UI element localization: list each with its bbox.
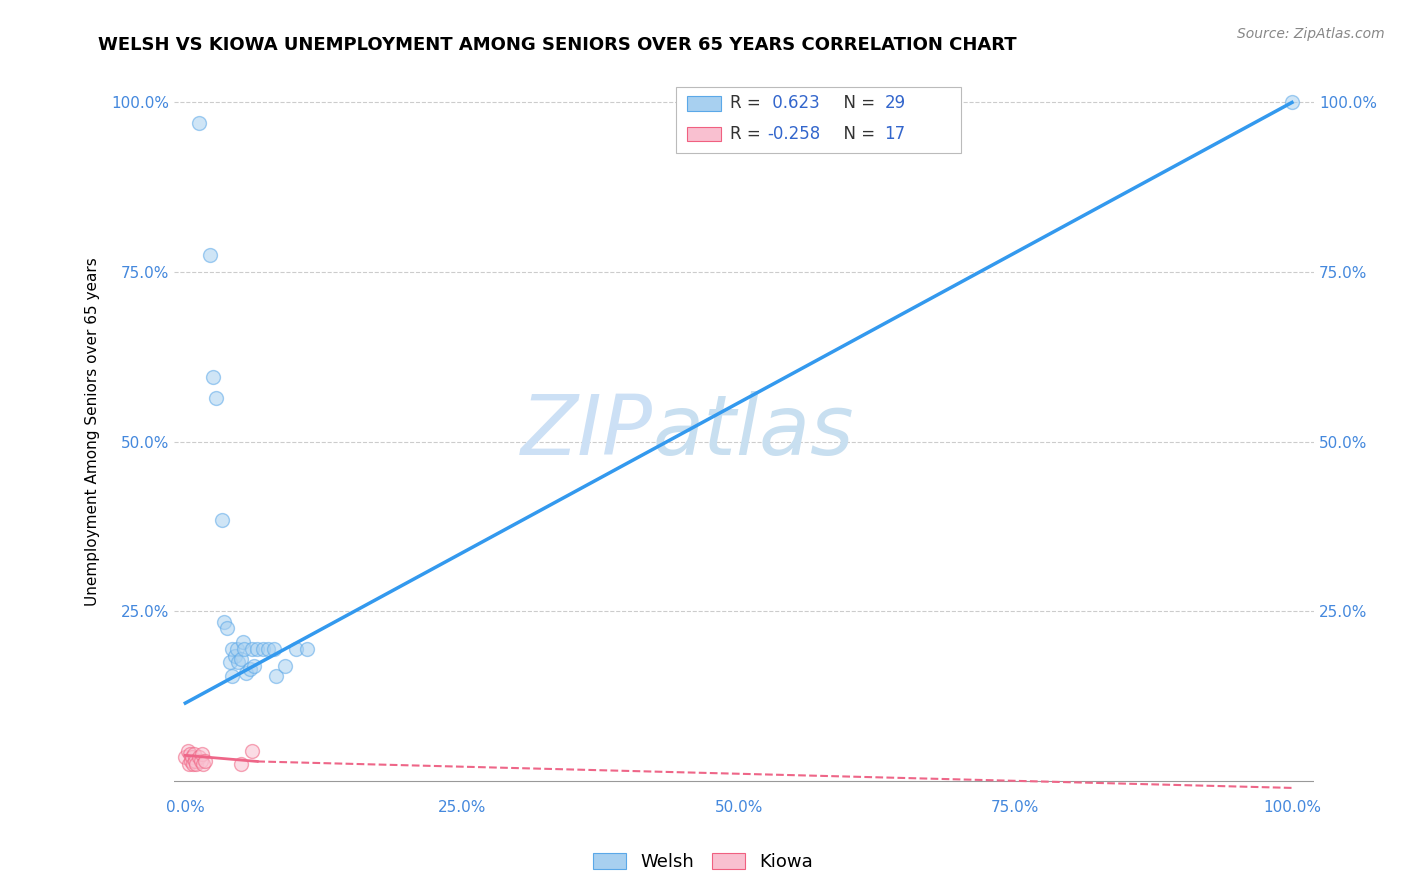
Point <box>198 248 221 262</box>
Point <box>228 656 250 670</box>
Point <box>240 743 263 757</box>
Point <box>194 754 217 768</box>
Text: Source: ZipAtlas.com: Source: ZipAtlas.com <box>1237 27 1385 41</box>
Point <box>205 391 228 405</box>
Point <box>180 754 202 768</box>
Point <box>190 754 212 768</box>
Point <box>174 750 197 764</box>
Text: N =: N = <box>834 125 880 143</box>
Point <box>191 757 214 772</box>
Point <box>218 656 240 670</box>
Point <box>187 750 209 764</box>
Text: R =: R = <box>731 95 766 112</box>
FancyBboxPatch shape <box>676 87 960 153</box>
Point <box>1281 95 1303 110</box>
Point <box>187 116 209 130</box>
Point <box>295 641 318 656</box>
Text: -0.258: -0.258 <box>766 125 820 143</box>
Point <box>224 648 246 663</box>
Text: atlas: atlas <box>652 391 855 472</box>
Text: 0.623: 0.623 <box>766 95 820 112</box>
Text: ZIP: ZIP <box>522 391 652 472</box>
Point <box>235 665 257 680</box>
Point <box>252 641 274 656</box>
Point <box>217 622 239 636</box>
Point <box>191 747 214 761</box>
Point <box>212 615 235 629</box>
Point <box>240 641 263 656</box>
Text: R =: R = <box>731 125 766 143</box>
FancyBboxPatch shape <box>688 127 721 141</box>
Text: WELSH VS KIOWA UNEMPLOYMENT AMONG SENIORS OVER 65 YEARS CORRELATION CHART: WELSH VS KIOWA UNEMPLOYMENT AMONG SENIOR… <box>98 36 1017 54</box>
Point <box>177 757 200 772</box>
Point <box>186 757 208 772</box>
Point <box>201 370 224 384</box>
Point <box>181 757 204 772</box>
Point <box>221 669 243 683</box>
Point <box>233 641 256 656</box>
Text: 17: 17 <box>884 125 905 143</box>
Text: N =: N = <box>834 95 880 112</box>
Point <box>274 658 297 673</box>
Point <box>179 747 201 761</box>
Point <box>232 635 254 649</box>
FancyBboxPatch shape <box>688 96 721 111</box>
Point <box>238 662 260 676</box>
Point <box>226 641 249 656</box>
Point <box>257 641 280 656</box>
Point <box>176 743 198 757</box>
Point <box>229 757 252 772</box>
Point <box>285 641 308 656</box>
Text: 29: 29 <box>884 95 905 112</box>
Point <box>184 754 207 768</box>
Point <box>243 658 266 673</box>
Y-axis label: Unemployment Among Seniors over 65 years: Unemployment Among Seniors over 65 years <box>86 257 100 606</box>
Point <box>183 747 205 761</box>
Point <box>246 641 269 656</box>
Point <box>181 750 204 764</box>
Point <box>264 669 287 683</box>
Point <box>263 641 285 656</box>
Legend: Welsh, Kiowa: Welsh, Kiowa <box>586 846 820 879</box>
Point <box>211 513 233 527</box>
Point <box>229 652 252 666</box>
Point <box>221 641 243 656</box>
